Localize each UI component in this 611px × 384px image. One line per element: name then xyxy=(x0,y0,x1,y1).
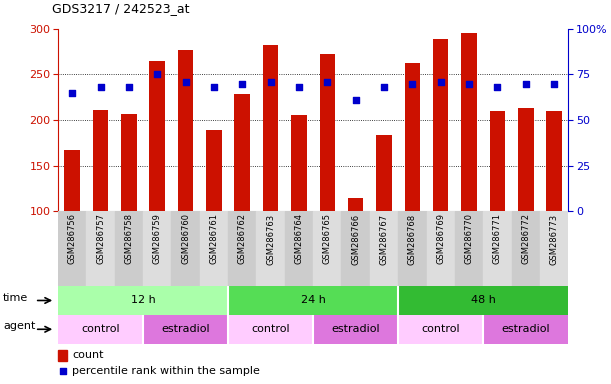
Bar xyxy=(540,211,568,286)
Text: GSM286757: GSM286757 xyxy=(96,214,105,265)
Point xyxy=(323,79,332,85)
Text: time: time xyxy=(3,293,28,303)
Bar xyxy=(150,61,165,211)
Text: control: control xyxy=(251,324,290,334)
Point xyxy=(351,97,360,103)
Bar xyxy=(404,63,420,211)
Bar xyxy=(291,114,307,211)
Bar xyxy=(342,211,370,286)
Text: GSM286765: GSM286765 xyxy=(323,214,332,265)
Bar xyxy=(206,130,222,211)
Text: GSM286767: GSM286767 xyxy=(379,214,389,265)
Bar xyxy=(398,315,483,344)
Text: GSM286758: GSM286758 xyxy=(125,214,133,265)
Bar xyxy=(376,135,392,211)
Point xyxy=(492,84,502,90)
Text: percentile rank within the sample: percentile rank within the sample xyxy=(72,366,260,376)
Bar xyxy=(398,211,426,286)
Bar xyxy=(121,114,137,211)
Bar xyxy=(313,315,398,344)
Bar xyxy=(200,211,228,286)
Bar xyxy=(398,286,568,315)
Bar xyxy=(313,211,342,286)
Bar xyxy=(143,211,172,286)
Bar xyxy=(461,33,477,211)
Bar xyxy=(228,211,257,286)
Text: estradiol: estradiol xyxy=(161,324,210,334)
Text: GSM286759: GSM286759 xyxy=(153,214,162,264)
Bar xyxy=(546,111,562,211)
Bar xyxy=(115,211,143,286)
Text: estradiol: estradiol xyxy=(502,324,550,334)
Bar xyxy=(511,211,540,286)
Bar xyxy=(483,211,511,286)
Text: GSM286770: GSM286770 xyxy=(464,214,474,265)
Text: count: count xyxy=(72,350,104,361)
Bar xyxy=(489,111,505,211)
Bar xyxy=(58,286,228,315)
Point xyxy=(58,368,68,374)
Text: GSM286766: GSM286766 xyxy=(351,214,360,265)
Bar xyxy=(143,315,228,344)
Text: GSM286772: GSM286772 xyxy=(521,214,530,265)
Point xyxy=(266,79,276,85)
Text: 48 h: 48 h xyxy=(470,295,496,306)
Point xyxy=(238,81,247,87)
Text: GSM286756: GSM286756 xyxy=(68,214,77,265)
Text: GSM286771: GSM286771 xyxy=(493,214,502,265)
Bar xyxy=(483,315,568,344)
Text: 24 h: 24 h xyxy=(301,295,326,306)
Bar xyxy=(172,211,200,286)
Bar xyxy=(518,108,533,211)
Bar xyxy=(433,39,448,211)
Text: GSM286769: GSM286769 xyxy=(436,214,445,265)
Bar xyxy=(58,350,67,361)
Point xyxy=(152,71,162,78)
Bar xyxy=(58,315,143,344)
Bar xyxy=(228,286,398,315)
Point xyxy=(209,84,219,90)
Bar xyxy=(178,50,194,211)
Point xyxy=(436,79,445,85)
Text: 12 h: 12 h xyxy=(131,295,155,306)
Text: GSM286763: GSM286763 xyxy=(266,214,275,265)
Bar xyxy=(320,54,335,211)
Bar xyxy=(235,94,250,211)
Text: estradiol: estradiol xyxy=(331,324,380,334)
Bar xyxy=(285,211,313,286)
Point xyxy=(549,81,559,87)
Point xyxy=(464,81,474,87)
Point xyxy=(96,84,106,90)
Text: agent: agent xyxy=(3,321,35,331)
Text: GSM286762: GSM286762 xyxy=(238,214,247,265)
Point xyxy=(294,84,304,90)
Text: GSM286768: GSM286768 xyxy=(408,214,417,265)
Bar xyxy=(257,211,285,286)
Bar xyxy=(455,211,483,286)
Bar xyxy=(228,315,313,344)
Bar xyxy=(64,150,80,211)
Bar xyxy=(263,45,279,211)
Bar xyxy=(58,211,86,286)
Text: GSM286764: GSM286764 xyxy=(295,214,304,265)
Text: GSM286761: GSM286761 xyxy=(210,214,219,265)
Text: control: control xyxy=(422,324,460,334)
Bar xyxy=(370,211,398,286)
Text: GDS3217 / 242523_at: GDS3217 / 242523_at xyxy=(52,2,189,15)
Bar xyxy=(426,211,455,286)
Text: GSM286773: GSM286773 xyxy=(549,214,558,265)
Point xyxy=(124,84,134,90)
Bar xyxy=(86,211,115,286)
Bar xyxy=(348,197,364,211)
Point xyxy=(521,81,530,87)
Point xyxy=(379,84,389,90)
Point xyxy=(67,89,77,96)
Text: GSM286760: GSM286760 xyxy=(181,214,190,265)
Text: control: control xyxy=(81,324,120,334)
Point xyxy=(181,79,191,85)
Bar xyxy=(93,110,108,211)
Point xyxy=(408,81,417,87)
